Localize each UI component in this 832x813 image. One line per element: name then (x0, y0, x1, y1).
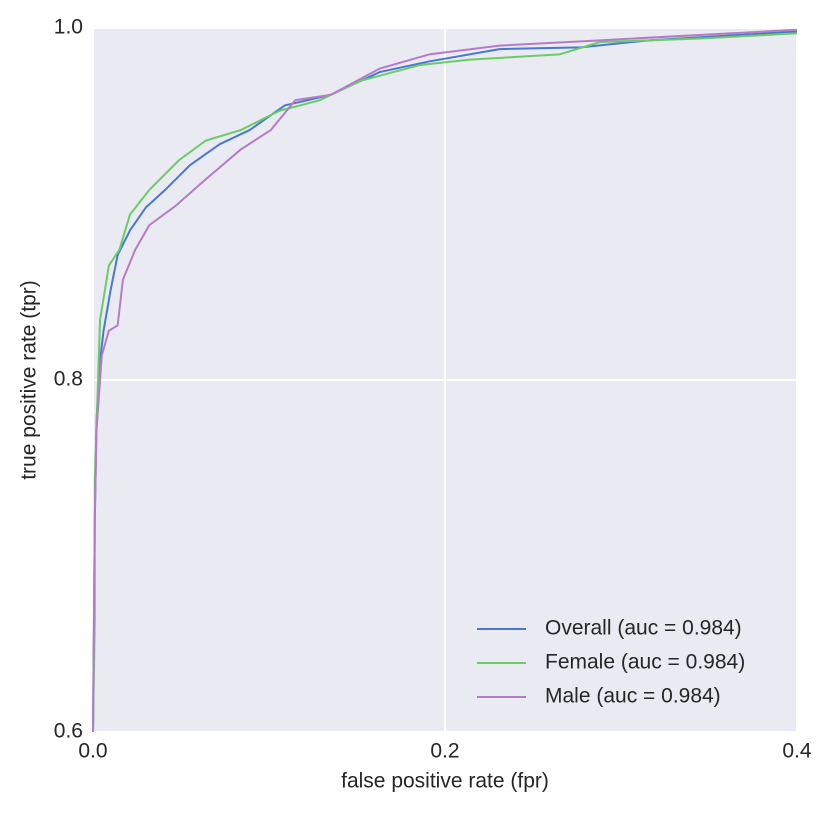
legend-label: Overall (auc = 0.984) (545, 617, 742, 640)
y-tick-label: 1.0 (54, 16, 83, 39)
x-axis-label: false positive rate (fpr) (341, 770, 549, 793)
y-tick-label: 0.6 (54, 720, 83, 743)
roc-line (92, 32, 798, 733)
y-tick-label: 0.8 (54, 368, 83, 391)
legend-label: Female (auc = 0.984) (545, 651, 745, 674)
y-axis-label: true positive rate (tpr) (18, 280, 41, 480)
legend-label: Male (auc = 0.984) (545, 685, 721, 708)
x-tick-label: 0.4 (782, 740, 812, 763)
x-tick-label: 0.2 (430, 740, 459, 763)
roc-line (92, 28, 798, 733)
roc-line (92, 30, 798, 733)
x-tick-label: 0.0 (78, 740, 107, 763)
